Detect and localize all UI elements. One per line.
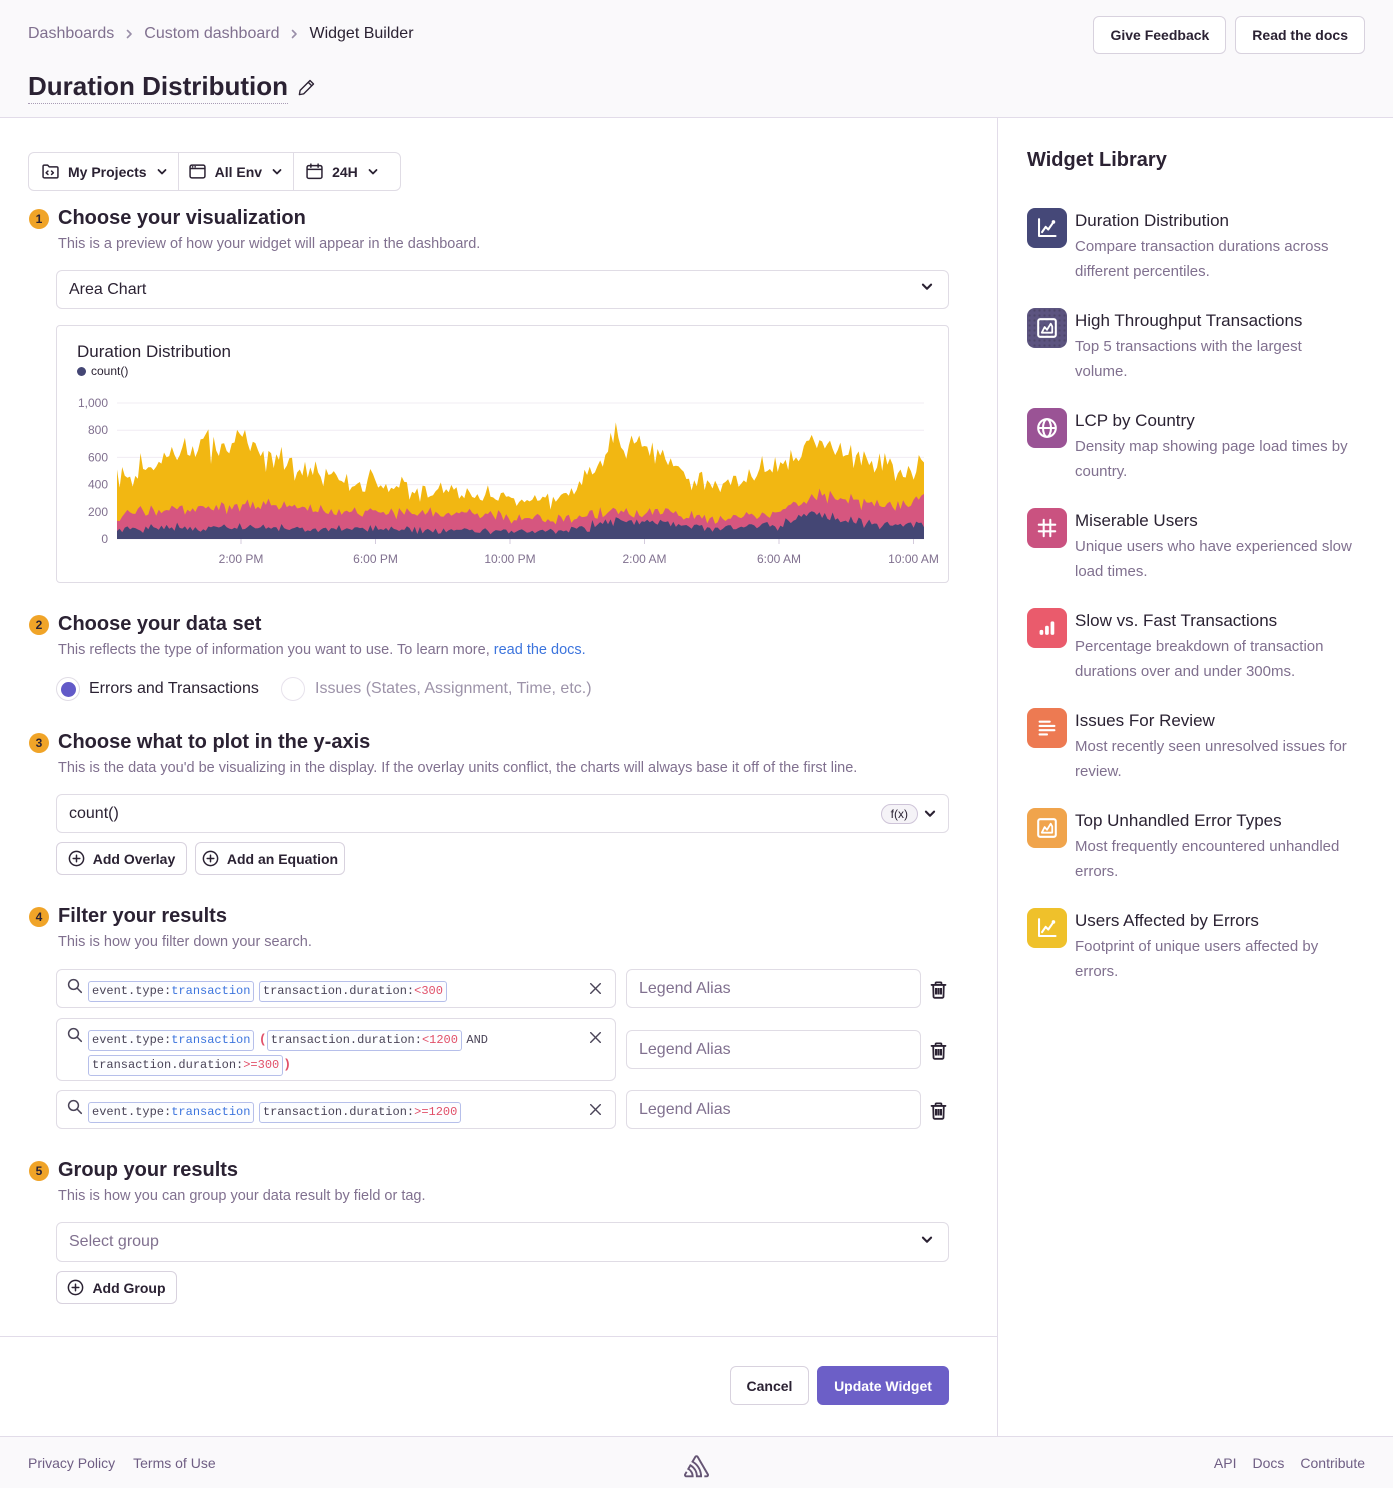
svg-text:1,000: 1,000 (78, 396, 108, 410)
svg-text:6:00 AM: 6:00 AM (757, 552, 801, 566)
svg-text:6:00 PM: 6:00 PM (353, 552, 398, 566)
svg-text:10:00 AM: 10:00 AM (888, 552, 939, 566)
svg-text:2:00 PM: 2:00 PM (219, 552, 264, 566)
svg-text:2:00 AM: 2:00 AM (622, 552, 666, 566)
svg-text:400: 400 (88, 478, 108, 492)
svg-text:0: 0 (101, 532, 108, 546)
svg-text:10:00 PM: 10:00 PM (484, 552, 535, 566)
svg-text:200: 200 (88, 505, 108, 519)
svg-text:600: 600 (88, 450, 108, 464)
svg-text:800: 800 (88, 423, 108, 437)
